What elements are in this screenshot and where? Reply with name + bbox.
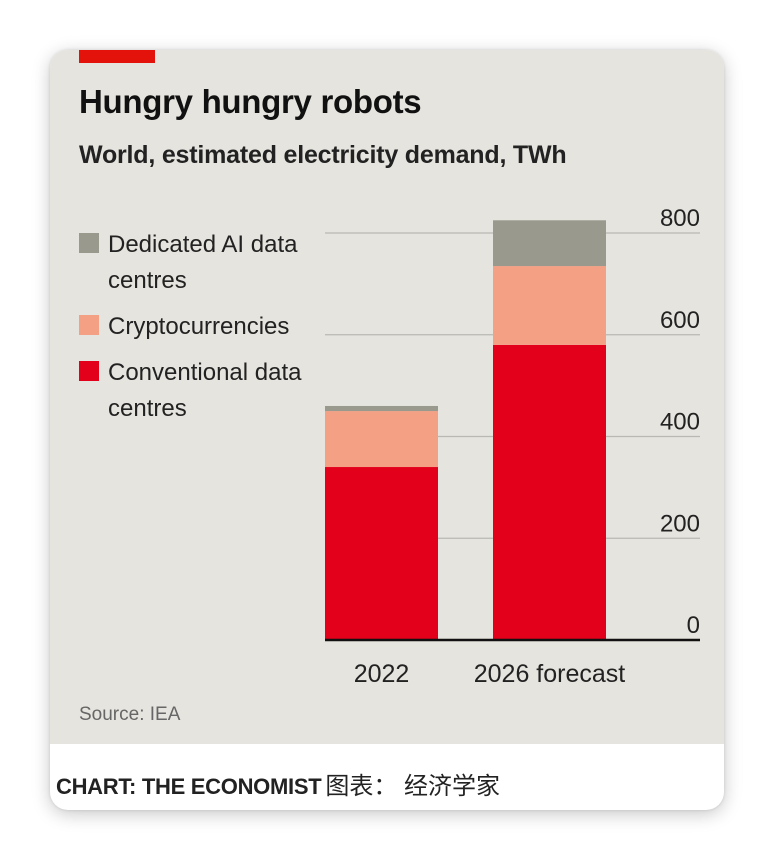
x-category-label-0: 2022	[354, 660, 410, 688]
y-tick-label-800: 800	[660, 205, 700, 232]
chart-source: Source: IEA	[79, 704, 181, 725]
legend-item-crypto: Cryptocurrencies	[79, 309, 308, 345]
legend-label-crypto: Cryptocurrencies	[108, 313, 290, 340]
y-tick-label-600: 600	[660, 307, 700, 334]
legend-item-ai: Dedicated AI data centres	[79, 227, 308, 299]
legend: Dedicated AI data centres Cryptocurrenci…	[79, 227, 308, 427]
economist-red-tab	[79, 50, 155, 63]
legend-label-conventional: Conventional data centres	[108, 359, 302, 422]
legend-item-conventional: Conventional data centres	[79, 355, 308, 427]
credit-english: CHART: THE ECONOMIST	[56, 774, 322, 799]
bar-chart: 0 200 400 600 800 2022 2026 forecast	[325, 205, 700, 688]
y-tick-label-400: 400	[660, 409, 700, 436]
y-tick-label-200: 200	[660, 510, 700, 537]
x-category-label-1: 2026 forecast	[474, 660, 626, 688]
bar-0-series-0	[325, 467, 438, 640]
bar-1-series-2	[493, 220, 606, 267]
bar-0-series-1	[325, 411, 438, 468]
legend-label-ai: Dedicated AI data centres	[108, 231, 298, 294]
bar-1-series-0	[493, 344, 606, 640]
bar-0-series-2	[325, 405, 438, 412]
chart-panel: Hungry hungry robots World, estimated el…	[50, 50, 724, 744]
chart-card: Hungry hungry robots World, estimated el…	[50, 50, 724, 810]
legend-swatch-ai	[79, 233, 99, 253]
chart-title: Hungry hungry robots	[79, 83, 422, 120]
credit-chinese: 图表： 经济学家	[325, 773, 500, 800]
legend-swatch-conventional	[79, 361, 99, 381]
legend-swatch-crypto	[79, 315, 99, 335]
chart-credit: CHART: THE ECONOMIST 图表： 经济学家	[56, 766, 500, 801]
chart-subtitle: World, estimated electricity demand, TWh	[79, 141, 567, 169]
y-tick-label-0: 0	[687, 612, 700, 639]
bar-1-series-1	[493, 266, 606, 345]
